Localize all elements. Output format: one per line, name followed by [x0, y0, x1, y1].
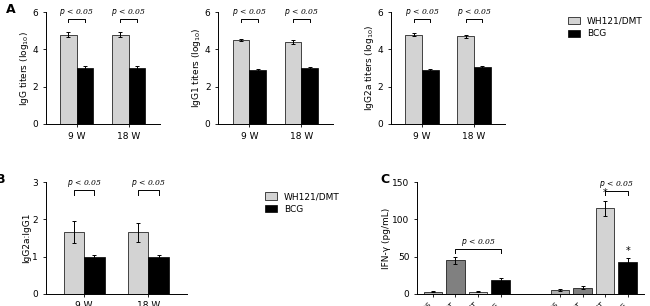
- Y-axis label: IgG2a:IgG1: IgG2a:IgG1: [21, 213, 31, 263]
- Bar: [285, 42, 302, 124]
- Legend: WH121/DMT, BCG: WH121/DMT, BCG: [568, 17, 643, 38]
- Y-axis label: IgG titers (log$_{10}$): IgG titers (log$_{10}$): [18, 31, 31, 106]
- Text: $p$ < 0.05: $p$ < 0.05: [457, 7, 491, 18]
- Y-axis label: IgG1 titers (log$_{10}$): IgG1 titers (log$_{10}$): [190, 28, 203, 108]
- Text: *: *: [625, 246, 630, 256]
- Text: $p$ < 0.05: $p$ < 0.05: [284, 7, 318, 18]
- Text: $p$ < 0.05: $p$ < 0.05: [405, 7, 439, 18]
- Text: $p$ < 0.05: $p$ < 0.05: [232, 7, 266, 18]
- Text: $p$ < 0.05: $p$ < 0.05: [131, 178, 166, 189]
- Text: B: B: [0, 173, 5, 186]
- Bar: [148, 256, 169, 294]
- Bar: [446, 260, 465, 294]
- Bar: [64, 232, 84, 294]
- Bar: [551, 290, 569, 294]
- Text: $p$ < 0.05: $p$ < 0.05: [67, 178, 101, 189]
- Bar: [406, 35, 422, 124]
- Text: $p$ < 0.05: $p$ < 0.05: [111, 7, 146, 18]
- Bar: [60, 35, 77, 124]
- Bar: [129, 68, 146, 124]
- Text: C: C: [381, 173, 390, 186]
- Text: $p$ < 0.05: $p$ < 0.05: [599, 179, 634, 190]
- Bar: [596, 208, 614, 294]
- Text: *: *: [603, 188, 608, 198]
- Bar: [469, 292, 488, 294]
- Bar: [84, 256, 105, 294]
- Bar: [112, 35, 129, 124]
- Bar: [233, 40, 250, 124]
- Bar: [250, 70, 266, 124]
- Bar: [618, 262, 637, 294]
- Bar: [302, 68, 318, 124]
- Text: $p$ < 0.05: $p$ < 0.05: [461, 237, 495, 248]
- Bar: [424, 292, 442, 294]
- Text: $p$ < 0.05: $p$ < 0.05: [59, 7, 94, 18]
- Bar: [458, 36, 474, 124]
- Bar: [128, 232, 148, 294]
- Y-axis label: IgG2a titers (log$_{10}$): IgG2a titers (log$_{10}$): [363, 25, 376, 111]
- Bar: [474, 67, 491, 124]
- Text: A: A: [5, 3, 15, 16]
- Bar: [77, 68, 94, 124]
- Bar: [573, 288, 592, 294]
- Bar: [422, 70, 439, 124]
- Legend: WH121/DMT, BCG: WH121/DMT, BCG: [265, 192, 340, 214]
- Bar: [491, 280, 510, 294]
- Y-axis label: IFN-γ (pg/mL): IFN-γ (pg/mL): [382, 207, 391, 269]
